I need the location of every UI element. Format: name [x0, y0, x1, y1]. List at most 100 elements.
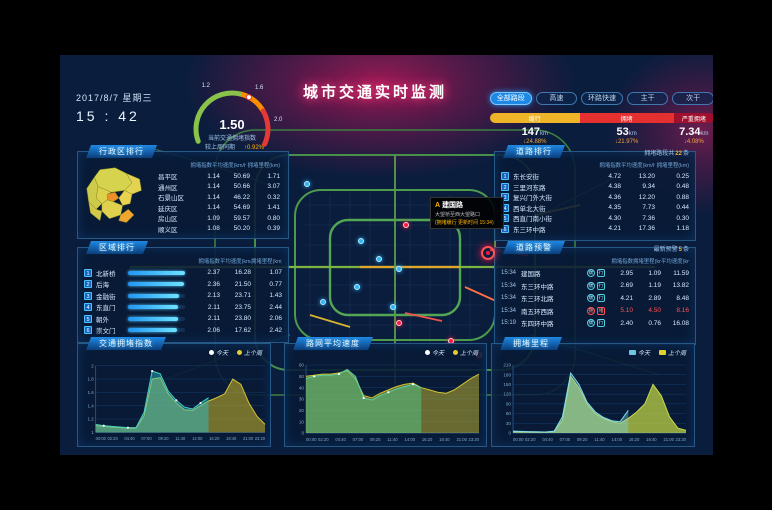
svg-text:09:20: 09:20 — [369, 437, 380, 442]
datetime-block: 2017/8/7 星期三 15 : 42 — [76, 91, 153, 124]
filter-button[interactable]: 全部路段 — [490, 92, 532, 105]
page-title: 城市交通实时监测 — [302, 84, 447, 101]
level-badge: 行 — [597, 294, 605, 303]
area-row: 2 后海 2.36 21.50 0.77 — [78, 279, 288, 291]
svg-text:11:40: 11:40 — [175, 436, 186, 441]
svg-text:11:40: 11:40 — [387, 437, 398, 442]
legend-today[interactable]: 今天 — [424, 348, 444, 357]
congestion-stat: 7.34km ↓4.08% — [679, 126, 709, 145]
congestion-stats: 147km ↓24.88% 53km ↓21.97% 7.34km ↓4.08% — [490, 126, 713, 145]
svg-text:16:20: 16:20 — [421, 437, 432, 442]
rank-badge: 6 — [84, 326, 92, 335]
map-marker-red[interactable] — [396, 320, 402, 326]
tooltip-desc: 大望桥至西大望路口 — [435, 212, 481, 218]
svg-text:14:00: 14:00 — [192, 436, 203, 441]
chart-legend: 今天 上个周 — [208, 348, 262, 357]
district-table: 拥堵指数 平均速度(km/h) 拥堵里程(km) 昌平区 1.14 50.69 … — [152, 152, 286, 234]
alert-row: 15:34 东三环中路 缓 行 2.69 1.19 13.82 — [501, 281, 689, 291]
panel-average-speed-chart: 路网平均速度 今天 上个周 0 10 20 30 40 50 60 00:00 02:20 04:… — [284, 343, 487, 447]
filter-button[interactable]: 高速 — [535, 92, 578, 105]
road-type-filters: 全部路段 高速 环路快速 主干 次干 — [490, 92, 713, 105]
congestion-summary: 缓行 拥堵 严重拥堵 147km ↓24.88% 53km ↓21.97% 7.34… — [490, 113, 713, 145]
svg-text:1: 1 — [91, 430, 94, 435]
svg-text:04:40: 04:40 — [542, 437, 553, 442]
svg-text:04:40: 04:40 — [124, 436, 135, 441]
map-marker[interactable] — [376, 256, 382, 262]
panel-title: 区域排行 — [86, 241, 148, 254]
level-badge: 拥 — [587, 306, 595, 315]
area-row: 6 崇文门 2.06 17.62 2.42 — [78, 325, 288, 337]
svg-text:02:20: 02:20 — [107, 436, 118, 441]
svg-text:07:00: 07:00 — [560, 437, 571, 442]
map-marker[interactable] — [358, 238, 364, 244]
filter-button[interactable]: 主干 — [626, 92, 669, 105]
congestion-bar-segment: 拥堵 — [579, 113, 674, 123]
map-marker[interactable] — [390, 304, 396, 310]
filter-button[interactable]: 环路快速 — [581, 92, 623, 105]
road-row: 2 三里河东路 4.38 9.34 0.48 — [495, 182, 695, 193]
rank-badge: 5 — [84, 314, 92, 323]
alert-count-note: 最新预警5条 — [653, 247, 689, 253]
map-marker[interactable] — [396, 266, 402, 272]
map-marker[interactable] — [320, 299, 326, 305]
svg-text:18:40: 18:40 — [439, 437, 450, 442]
svg-text:23:20: 23:20 — [468, 437, 479, 442]
panel-area-ranking: 区域排行 拥堵指数 平均速度(km/h) 拥堵里程(km) 1 北新桥 2.37… — [77, 247, 289, 343]
svg-text:16:20: 16:20 — [629, 437, 640, 442]
panel-title: 交通拥堵指数 — [86, 337, 166, 350]
rank-badge: 1 — [501, 172, 509, 181]
legend-lastweek[interactable]: 上个周 — [658, 348, 686, 357]
svg-text:0: 0 — [508, 431, 511, 436]
panel-district-ranking: 行政区排行 拥堵指数 平均速度(km/h) 拥 — [77, 151, 289, 239]
svg-text:21:00: 21:00 — [663, 437, 674, 442]
panel-title: 拥堵里程 — [500, 337, 562, 350]
area-row: 5 朝外 2.11 23.80 2.06 — [78, 313, 288, 325]
road-row: 6 东三环中路 4.21 17.36 1.18 — [495, 224, 695, 235]
svg-text:16:20: 16:20 — [209, 436, 220, 441]
svg-text:10: 10 — [298, 419, 304, 424]
legend-today[interactable]: 今天 — [628, 348, 650, 357]
level-badge: 缓 — [587, 319, 595, 328]
svg-text:50: 50 — [298, 374, 304, 379]
area-bar — [128, 305, 185, 310]
map-tooltip: A 建国路 大望桥至西大望路口 (拥堵缓行 更新时间 15:34) — [430, 197, 504, 229]
table-header: 拥堵指数 拥堵里程(km) 平均速度(km/h) — [611, 259, 689, 265]
svg-text:02:20: 02:20 — [525, 437, 536, 442]
rank-badge: 1 — [84, 268, 92, 277]
legend-swatch-icon — [424, 350, 430, 355]
alert-row: 15:34 东三环北路 缓 行 4.21 2.89 8.48 — [501, 294, 689, 304]
gauge-compare-value: ↑0.92% — [244, 145, 265, 151]
alert-marker-icon[interactable] — [481, 246, 495, 260]
legend-lastweek[interactable]: 上个周 — [236, 348, 262, 357]
gauge-svg: 1.2 1.6 2.0 1.50 当前交通拥堵指数 较上周同期 ↑0.92% — [193, 83, 283, 151]
map-marker[interactable] — [354, 284, 360, 290]
area-bar — [128, 328, 185, 333]
chart-legend: 今天 上个周 — [628, 348, 686, 357]
area-row: 4 东直门 2.11 23.75 2.44 — [78, 302, 288, 314]
svg-text:90: 90 — [506, 401, 512, 406]
legend-swatch-icon — [452, 350, 458, 355]
svg-text:1.6: 1.6 — [87, 390, 94, 395]
legend-swatch-icon — [208, 350, 214, 355]
map-marker-red[interactable] — [403, 222, 409, 228]
svg-text:1.4: 1.4 — [87, 403, 94, 408]
legend-swatch-icon — [236, 350, 242, 355]
svg-text:180: 180 — [503, 372, 511, 377]
filter-button[interactable]: 次干 — [672, 92, 713, 105]
tooltip-status: (拥堵缓行 更新时间 15:34) — [435, 220, 494, 226]
legend-lastweek[interactable]: 上个周 — [452, 348, 478, 357]
table-header: 拥堵指数 平均速度(km/h) 拥堵里程(km) — [198, 259, 282, 265]
district-map — [86, 167, 142, 223]
rank-badge: 2 — [84, 280, 92, 289]
legend-today[interactable]: 今天 — [208, 348, 228, 357]
svg-text:40: 40 — [298, 385, 304, 390]
svg-text:00:00: 00:00 — [513, 437, 524, 442]
svg-text:07:00: 07:00 — [141, 436, 152, 441]
gauge-pointer-icon — [245, 94, 253, 101]
svg-text:07:00: 07:00 — [352, 437, 363, 442]
alert-row: 15:34 南五环西路 拥 堵 5.10 4.50 8.16 — [501, 306, 689, 316]
road-count-note: 拥堵路段共22条 — [644, 151, 689, 157]
map-marker[interactable] — [304, 181, 310, 187]
svg-text:04:40: 04:40 — [335, 437, 346, 442]
